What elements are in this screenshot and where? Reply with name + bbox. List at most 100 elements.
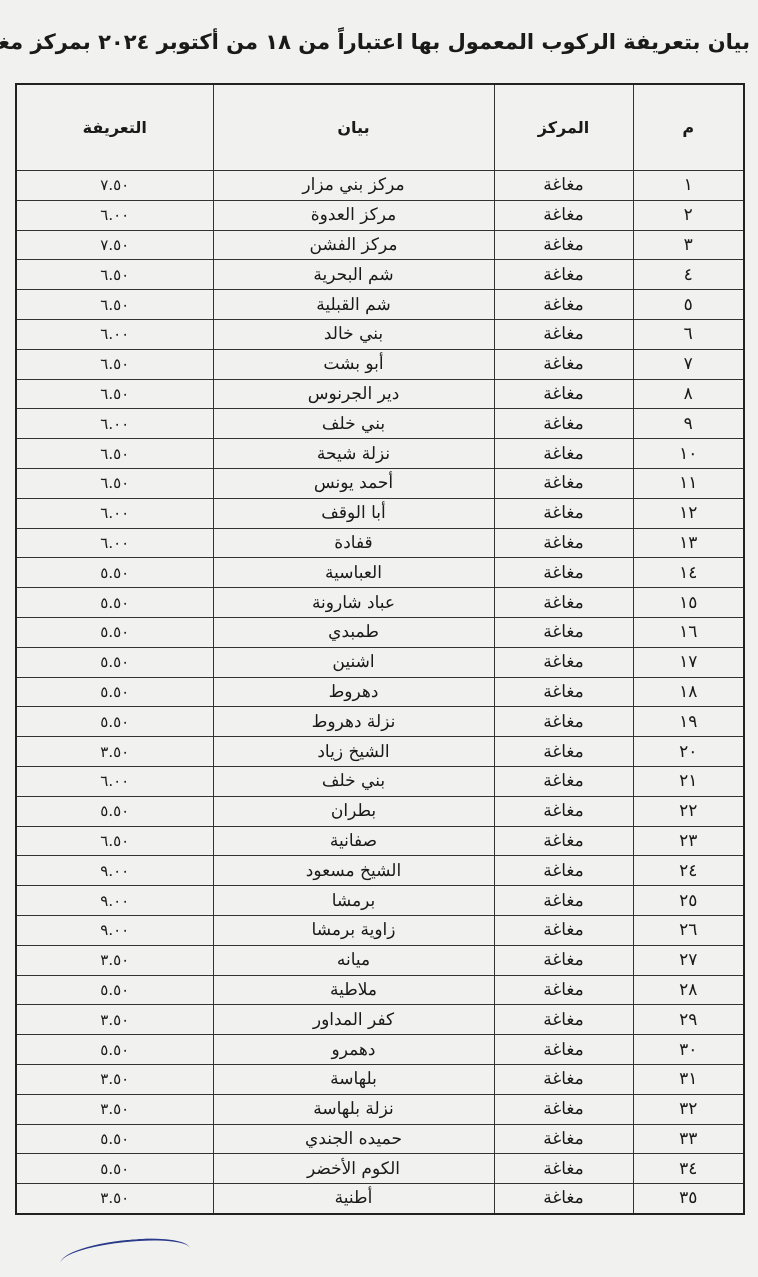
cell-fare: ٩.٠٠ — [15, 855, 214, 887]
cell-fare: ٦.٥٠ — [15, 348, 214, 380]
cell-center: مغاغة — [493, 1034, 634, 1065]
table-row: ٧ مغاغة أبو بشت ٦.٥٠ — [15, 348, 745, 380]
cell-statement: عباد شارونة — [212, 587, 495, 618]
table-row: ٢٧ مغاغة ميانه ٣.٥٠ — [15, 944, 745, 976]
cell-index: ٣٥ — [632, 1183, 745, 1215]
document-title: بيان بتعريفة الركوب المعمول بها اعتباراً… — [0, 30, 750, 54]
cell-center: مغاغة — [493, 557, 634, 589]
cell-statement: أحمد يونس — [212, 467, 495, 499]
cell-center: مغاغة — [493, 408, 634, 440]
table-header-row: م المركز بيان التعريفة — [15, 83, 745, 171]
table-row: ٣٣ مغاغة حميده الجندي ٥.٥٠ — [15, 1123, 745, 1155]
cell-index: ١٨ — [632, 676, 745, 708]
cell-center: مغاغة — [493, 914, 634, 946]
cell-statement: برمشا — [212, 885, 495, 916]
cell-center: مغاغة — [493, 1093, 634, 1125]
cell-fare: ٦.٥٠ — [15, 825, 214, 857]
cell-statement: شم البحرية — [212, 259, 495, 291]
table-row: ١٧ مغاغة اشنين ٥.٥٠ — [15, 646, 745, 678]
cell-center: مغاغة — [493, 527, 634, 559]
cell-fare: ٥.٥٠ — [15, 646, 214, 678]
table-row: ٣٢ مغاغة نزلة بلهاسة ٣.٥٠ — [15, 1093, 745, 1125]
cell-index: ١٥ — [632, 587, 745, 618]
table-row: ٣ مغاغة مركز الفشن ٧.٥٠ — [15, 229, 745, 261]
cell-fare: ٥.٥٠ — [15, 974, 214, 1006]
table-row: ١٥ مغاغة عباد شارونة ٥.٥٠ — [15, 587, 745, 618]
cell-index: ١٩ — [632, 706, 745, 738]
cell-index: ٩ — [632, 408, 745, 440]
cell-center: مغاغة — [493, 1123, 634, 1155]
cell-center: مغاغة — [493, 1063, 634, 1095]
cell-index: ٢٢ — [632, 795, 745, 827]
header-fare: التعريفة — [15, 83, 214, 171]
cell-statement: ميانه — [212, 944, 495, 976]
cell-center: مغاغة — [493, 736, 634, 767]
cell-center: مغاغة — [493, 348, 634, 380]
table-row: ٦ مغاغة بني خالد ٦.٠٠ — [15, 318, 745, 350]
cell-center: مغاغة — [493, 795, 634, 827]
cell-fare: ٦.٥٠ — [15, 438, 214, 469]
cell-center: مغاغة — [493, 438, 634, 469]
cell-statement: قفادة — [212, 527, 495, 559]
cell-index: ١٢ — [632, 497, 745, 529]
cell-index: ٣ — [632, 229, 745, 261]
cell-index: ٢٨ — [632, 974, 745, 1006]
cell-statement: دهمرو — [212, 1034, 495, 1065]
table-row: ١٩ مغاغة نزلة دهروط ٥.٥٠ — [15, 706, 745, 738]
cell-index: ٥ — [632, 289, 745, 320]
cell-statement: ملاطية — [212, 974, 495, 1006]
header-statement: بيان — [212, 83, 495, 171]
cell-index: ٢٠ — [632, 736, 745, 767]
cell-fare: ٦.٠٠ — [15, 408, 214, 440]
cell-center: مغاغة — [493, 1153, 634, 1185]
table-row: ٢٩ مغاغة كفر المداور ٣.٥٠ — [15, 1004, 745, 1036]
cell-index: ١٧ — [632, 646, 745, 678]
cell-fare: ٦.٠٠ — [15, 199, 214, 231]
cell-index: ١٦ — [632, 616, 745, 648]
cell-index: ٨ — [632, 378, 745, 410]
cell-index: ١٣ — [632, 527, 745, 559]
cell-fare: ٦.٥٠ — [15, 378, 214, 410]
cell-center: مغاغة — [493, 646, 634, 678]
table-row: ٤ مغاغة شم البحرية ٦.٥٠ — [15, 259, 745, 291]
cell-statement: دهروط — [212, 676, 495, 708]
cell-statement: الكوم الأخضر — [212, 1153, 495, 1185]
cell-statement: بلهاسة — [212, 1063, 495, 1095]
cell-index: ٢٩ — [632, 1004, 745, 1036]
cell-center: مغاغة — [493, 170, 634, 201]
cell-fare: ٥.٥٠ — [15, 676, 214, 708]
table-body: ١ مغاغة مركز بني مزار ٧.٥٠ ٢ مغاغة مركز العدوة… — [15, 170, 745, 1215]
table-row: ٣٤ مغاغة الكوم الأخضر ٥.٥٠ — [15, 1153, 745, 1185]
cell-statement: نزلة بلهاسة — [212, 1093, 495, 1125]
cell-statement: أبو بشت — [212, 348, 495, 380]
table-row: ١٦ مغاغة طمبدي ٥.٥٠ — [15, 616, 745, 648]
cell-center: مغاغة — [493, 825, 634, 857]
table-row: ١٤ مغاغة العباسية ٥.٥٠ — [15, 557, 745, 589]
cell-statement: طمبدي — [212, 616, 495, 648]
cell-fare: ٣.٥٠ — [15, 736, 214, 767]
cell-center: مغاغة — [493, 378, 634, 410]
cell-statement: الشيخ زياد — [212, 736, 495, 767]
cell-center: مغاغة — [493, 199, 634, 231]
cell-statement: صفانية — [212, 825, 495, 857]
table-row: ٢٤ مغاغة الشيخ مسعود ٩.٠٠ — [15, 855, 745, 887]
cell-fare: ٣.٥٠ — [15, 1183, 214, 1215]
table-row: ٢١ مغاغة بني خلف ٦.٠٠ — [15, 765, 745, 797]
cell-center: مغاغة — [493, 467, 634, 499]
header-center: المركز — [493, 83, 634, 171]
cell-statement: دير الجرنوس — [212, 378, 495, 410]
cell-fare: ٥.٥٠ — [15, 1034, 214, 1065]
cell-fare: ٧.٥٠ — [15, 229, 214, 261]
table-row: ٢٠ مغاغة الشيخ زياد ٣.٥٠ — [15, 736, 745, 767]
cell-index: ٣٢ — [632, 1093, 745, 1125]
cell-center: مغاغة — [493, 885, 634, 916]
cell-statement: بني خالد — [212, 318, 495, 350]
table-row: ٢٣ مغاغة صفانية ٦.٥٠ — [15, 825, 745, 857]
header-index: م — [632, 83, 745, 171]
cell-index: ٣٠ — [632, 1034, 745, 1065]
cell-center: مغاغة — [493, 229, 634, 261]
cell-center: مغاغة — [493, 289, 634, 320]
table-row: ٣٥ مغاغة أطنية ٣.٥٠ — [15, 1183, 745, 1215]
table-row: ١١ مغاغة أحمد يونس ٦.٥٠ — [15, 467, 745, 499]
cell-statement: مركز الفشن — [212, 229, 495, 261]
